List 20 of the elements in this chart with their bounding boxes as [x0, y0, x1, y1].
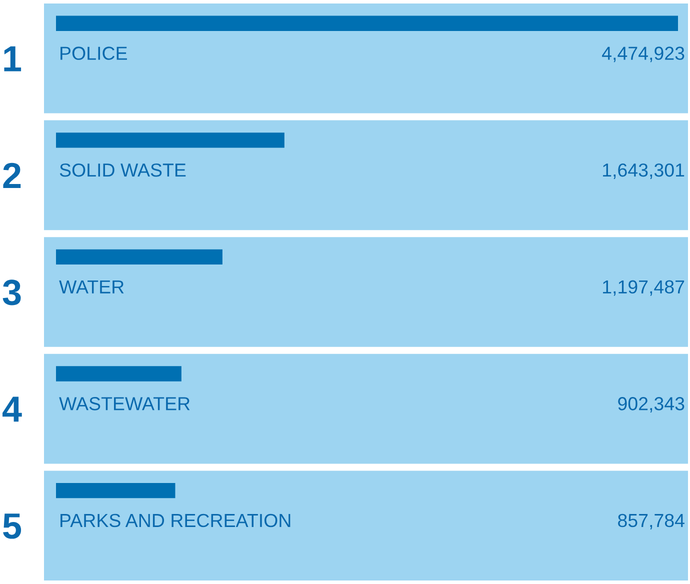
- y-tick-label: PARKS AND RECREATION: [60, 514, 290, 528]
- bar: [56, 132, 284, 148]
- bar: [56, 366, 182, 382]
- data-label: 1,197,487: [603, 280, 684, 296]
- text: 5: [3, 514, 22, 539]
- text: 3: [2, 280, 21, 306]
- bar: [56, 482, 176, 498]
- bar: [56, 16, 678, 31]
- y-tick-label: WATER: [59, 280, 124, 294]
- data-label: 857,784: [618, 514, 684, 530]
- data-label: 1,643,301: [603, 163, 684, 179]
- bar: [56, 249, 222, 265]
- y-tick-label: WASTEWATER: [59, 397, 190, 410]
- text: 1: [4, 46, 22, 72]
- y-tick-label: SOLID WASTE: [60, 163, 186, 177]
- data-label: 4,474,923: [602, 46, 684, 62]
- y-tick-label: POLICE: [60, 46, 127, 60]
- text: 2: [3, 162, 21, 188]
- data-label: 902,343: [618, 397, 684, 413]
- text: 4: [2, 396, 22, 422]
